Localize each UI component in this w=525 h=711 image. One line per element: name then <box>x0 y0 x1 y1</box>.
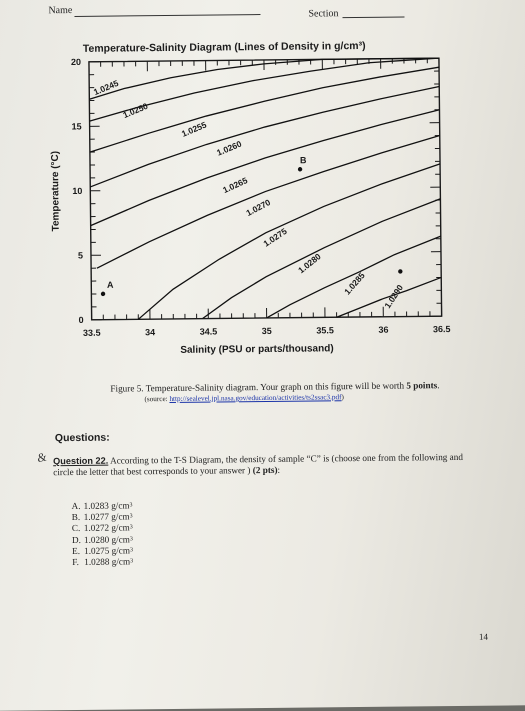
option-unit-exponent: 3 <box>130 556 133 567</box>
option-letter: C. <box>72 523 84 534</box>
caption-text: Figure 5. Temperature-Salinity diagram. … <box>110 381 406 394</box>
sample-point <box>298 167 302 171</box>
option-letter: E. <box>72 546 84 557</box>
density-label: 1.0260 <box>215 138 243 157</box>
source-link[interactable]: http://sealevel.jpl.nasa.gov/education/a… <box>169 393 341 403</box>
source-prefix: (source: <box>144 395 169 403</box>
question-end: : <box>277 465 280 475</box>
x-tick-label: 36.5 <box>433 324 451 334</box>
option-letter: D. <box>72 535 84 546</box>
question-points: (2 pts) <box>253 465 278 475</box>
questions-heading: Questions: <box>55 432 110 445</box>
figure-caption: Figure 5. Temperature-Salinity diagram. … <box>110 380 439 393</box>
y-axis-label: Temperature (°C) <box>50 151 62 232</box>
option-value: 1.0275 g/cm <box>84 545 130 557</box>
option-letter: A. <box>72 501 84 512</box>
option-value: 1.0272 g/cm <box>84 523 130 535</box>
density-label: 1.0250 <box>121 101 149 120</box>
handwritten-mark: & <box>36 449 48 466</box>
density-label: 1.0270 <box>244 197 272 218</box>
option-unit-exponent: 3 <box>130 534 133 545</box>
x-tick-label: 34 <box>145 327 155 337</box>
page-number: 14 <box>479 632 488 642</box>
x-axis-label: Salinity (PSU or parts/thousand) <box>180 343 333 356</box>
option-value: 1.0277 g/cm <box>84 512 130 524</box>
x-tick-label: 35 <box>262 326 272 336</box>
option-unit-exponent: 3 <box>130 545 133 556</box>
caption-end: . <box>437 380 439 390</box>
question-number: Question 22. <box>53 456 108 467</box>
question-22: Question 22. According to the T-S Diagra… <box>53 452 473 478</box>
y-tick-label: 0 <box>79 315 84 325</box>
sample-point <box>101 292 105 296</box>
density-label: 1.0265 <box>221 175 249 195</box>
option-value: 1.0288 g/cm <box>84 556 130 568</box>
option-unit-exponent: 3 <box>130 512 133 523</box>
y-tick-label: 15 <box>72 121 82 131</box>
sample-point <box>398 269 402 273</box>
x-tick-label: 33.5 <box>83 328 101 338</box>
figure-source: (source: http://sealevel.jpl.nasa.gov/ed… <box>144 393 343 403</box>
caption-points: 5 points <box>406 380 437 390</box>
option-letter: B. <box>72 512 84 523</box>
y-tick-label: 10 <box>72 186 82 196</box>
y-tick-label: 5 <box>78 250 83 260</box>
source-suffix: ) <box>341 393 343 401</box>
option-value: 1.0280 g/cm <box>84 534 130 546</box>
option-unit-exponent: 3 <box>129 500 132 511</box>
density-label: 1.0290 <box>382 283 405 310</box>
x-tick-label: 36 <box>378 325 388 335</box>
option-value: 1.0283 g/cm <box>84 500 130 512</box>
sample-label: A <box>107 280 114 290</box>
y-tick-label: 20 <box>71 57 81 67</box>
x-tick-label: 34.5 <box>200 326 218 336</box>
option-unit-exponent: 3 <box>130 523 133 534</box>
sample-label: B <box>300 155 307 165</box>
option-letter: F. <box>72 557 84 568</box>
x-tick-label: 35.5 <box>316 325 334 335</box>
